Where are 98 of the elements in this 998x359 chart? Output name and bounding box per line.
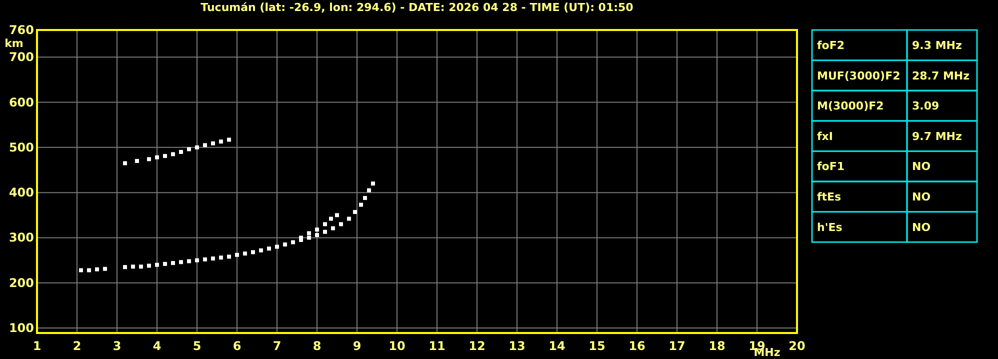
- x-tick-label: 4: [152, 339, 162, 353]
- text: 9.7 MHz: [912, 130, 962, 143]
- x-tick-label: 5: [192, 339, 202, 353]
- point: [359, 202, 363, 207]
- point: [323, 222, 327, 226]
- point: [347, 216, 351, 221]
- text: NO: [912, 160, 931, 174]
- point: [203, 143, 207, 148]
- x-tick-label: 16: [628, 339, 646, 353]
- point: [353, 210, 357, 214]
- x-tick-label: 11: [428, 339, 446, 353]
- point: [135, 158, 139, 163]
- y-tick-label: 700: [8, 50, 34, 64]
- x-tick-label: 15: [588, 339, 606, 353]
- x-tick-label: 14: [548, 339, 566, 353]
- point: [139, 264, 143, 269]
- point: [259, 248, 263, 252]
- point: [163, 262, 167, 266]
- text: 28.7 MHz: [912, 69, 970, 82]
- x-tick-label: 12: [468, 339, 486, 353]
- point: [187, 147, 191, 152]
- y-tick-label: 760: [8, 23, 34, 37]
- point: [291, 240, 295, 244]
- text: NO: [912, 220, 931, 234]
- point: [267, 246, 271, 251]
- point: [367, 188, 371, 192]
- point: [219, 140, 223, 144]
- point: [275, 244, 279, 249]
- point: [155, 155, 159, 160]
- x-tick-label: 6: [232, 339, 242, 353]
- category-label: MUF(3000)F2: [817, 69, 900, 82]
- point: [323, 230, 327, 234]
- x-tick-label: 18: [708, 339, 726, 353]
- point: [195, 145, 199, 150]
- point: [187, 259, 191, 264]
- y-axis-title: km: [4, 37, 24, 50]
- point: [171, 152, 175, 156]
- y-tick-label: 500: [8, 140, 34, 154]
- y-tick-label: 300: [8, 230, 34, 245]
- x-tick-label: 8: [312, 339, 322, 353]
- category-label: ftEs: [817, 190, 842, 204]
- point: [307, 231, 311, 236]
- point: [87, 268, 91, 272]
- point: [243, 252, 247, 256]
- point: [79, 268, 83, 272]
- x-tick-label: 13: [508, 339, 526, 353]
- category-label: M(3000)F2: [817, 100, 884, 113]
- point: [147, 264, 151, 268]
- point: [219, 256, 223, 260]
- text: NO: [912, 190, 931, 204]
- point: [123, 265, 127, 270]
- x-tick-label: 9: [352, 339, 362, 353]
- text: 9.3 MHz: [912, 39, 962, 52]
- point: [131, 264, 135, 269]
- category-label: foF2: [817, 39, 845, 52]
- x-tick-label: 17: [668, 339, 686, 353]
- point: [339, 222, 343, 226]
- x-tick-label: 10: [388, 339, 406, 353]
- point: [179, 150, 183, 154]
- x-tick-label: 1: [32, 339, 42, 353]
- point: [203, 257, 207, 262]
- point: [371, 182, 375, 186]
- y-tick-label: 600: [8, 95, 34, 110]
- chart-title: Tucumán (lat: -26.9, lon: 294.6) - DATE: 2026 04 28 - TIME (UT): 01:50: [200, 1, 634, 14]
- point: [123, 161, 127, 166]
- point: [251, 250, 255, 254]
- point: [329, 216, 333, 221]
- point: [155, 262, 159, 267]
- point: [211, 141, 215, 146]
- category-label: fxI: [817, 130, 833, 143]
- point: [95, 267, 99, 272]
- point: [227, 138, 231, 142]
- point: [211, 256, 215, 260]
- point: [307, 236, 311, 240]
- x-tick-label: 2: [72, 339, 82, 353]
- y-tick-label: 100: [8, 321, 34, 336]
- point: [331, 226, 335, 230]
- point: [315, 233, 319, 238]
- y-tick-label: 400: [8, 186, 34, 200]
- point: [103, 266, 107, 271]
- x-tick-label: 20: [788, 339, 806, 353]
- x-tick-label: 3: [112, 339, 122, 353]
- point: [147, 157, 151, 162]
- point: [335, 213, 339, 218]
- point: [363, 196, 367, 200]
- point: [163, 154, 167, 158]
- point: [179, 260, 183, 264]
- point: [227, 254, 231, 259]
- x-tick-label: 7: [272, 339, 282, 353]
- text: 3.09: [912, 100, 940, 113]
- point: [195, 258, 199, 262]
- category-label: foF1: [817, 160, 845, 174]
- point: [283, 242, 287, 246]
- y-tick-label: 200: [8, 276, 34, 290]
- category-label: h'Es: [817, 220, 843, 234]
- point: [235, 252, 239, 257]
- point: [315, 228, 319, 232]
- point: [171, 261, 175, 266]
